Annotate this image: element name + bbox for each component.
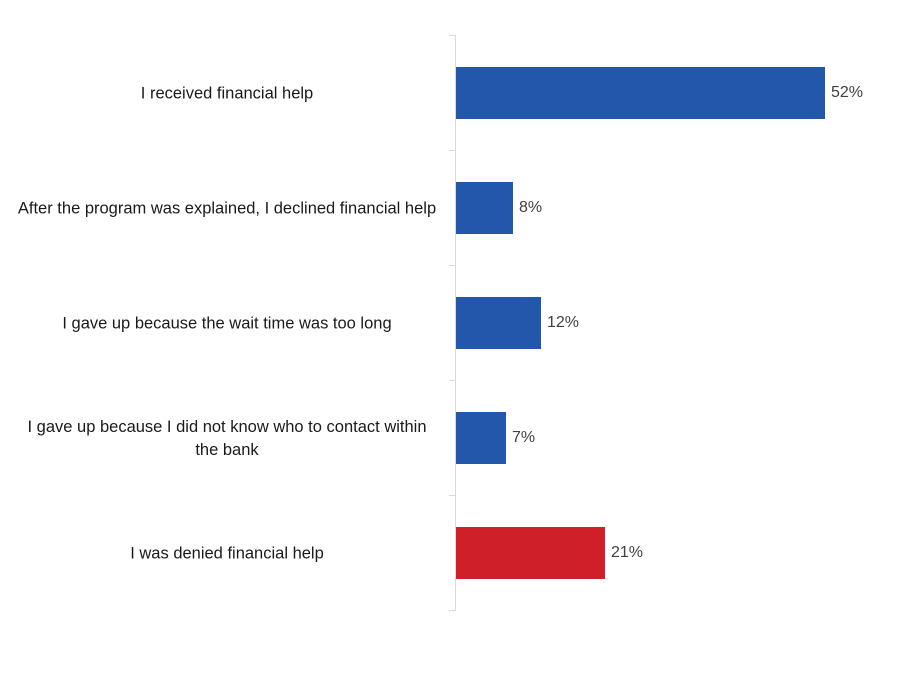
category-label: After the program was explained, I decli… bbox=[17, 199, 437, 217]
bar-row-declined-help: After the program was explained, I decli… bbox=[0, 151, 900, 266]
category-label: I gave up because the wait time was too … bbox=[62, 314, 392, 332]
data-label: 8% bbox=[519, 199, 543, 216]
category-label: I received financial help bbox=[140, 84, 314, 102]
category-label: I was denied financial help bbox=[130, 544, 324, 562]
data-label: 52% bbox=[831, 84, 864, 101]
axis-tick bbox=[449, 265, 456, 266]
bar-row-wait-too-long: I gave up because the wait time was too … bbox=[0, 266, 900, 381]
bar-row-no-contact: I gave up because I did not know who to … bbox=[0, 381, 900, 496]
bar bbox=[456, 182, 513, 234]
bar bbox=[456, 412, 506, 464]
data-label: 21% bbox=[611, 544, 644, 561]
bar bbox=[456, 67, 825, 119]
data-label: 7% bbox=[512, 429, 536, 446]
axis-tick bbox=[449, 495, 456, 496]
axis-tick bbox=[449, 610, 456, 611]
data-label: 12% bbox=[547, 314, 580, 331]
category-axis-line bbox=[455, 35, 456, 610]
bar bbox=[456, 527, 605, 579]
category-label: I gave up because I did not know who to … bbox=[27, 417, 427, 459]
bar bbox=[456, 297, 541, 349]
axis-tick bbox=[449, 35, 456, 36]
axis-tick bbox=[449, 380, 456, 381]
axis-tick bbox=[449, 150, 456, 151]
bar-row-denied-help: I was denied financial help 21% bbox=[0, 496, 900, 611]
bar-row-received-help: I received financial help 52% bbox=[0, 36, 900, 151]
